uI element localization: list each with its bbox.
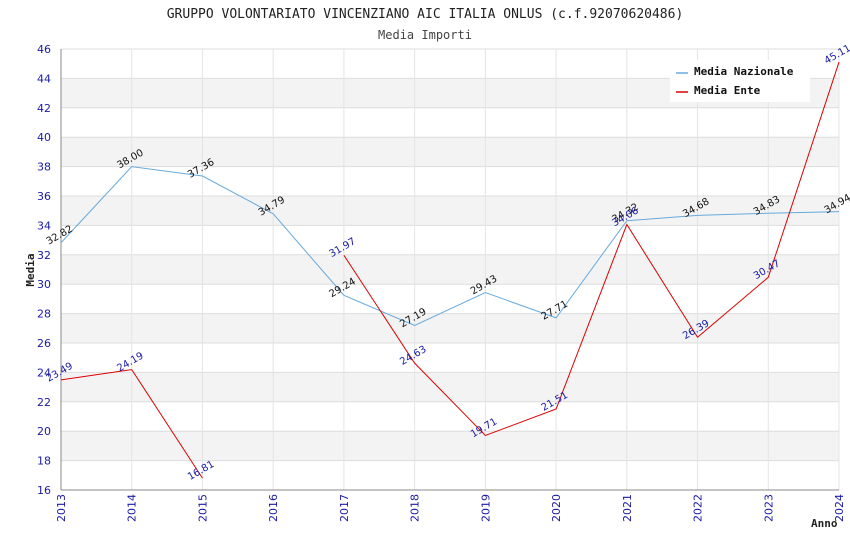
y-tick-label: 34	[37, 219, 51, 232]
series-line-media-nazionale	[60, 166, 840, 327]
plot-band	[61, 460, 839, 490]
y-tick-label: 36	[37, 190, 51, 203]
y-tick-label: 44	[37, 72, 51, 85]
x-tick-label: 2018	[409, 494, 422, 522]
legend-label-media-nazionale: Media Nazionale	[694, 65, 794, 78]
plot-band	[61, 166, 839, 196]
y-axis-label: Media	[24, 253, 37, 286]
chart-title: GRUPPO VOLONTARIATO VINCENZIANO AIC ITAL…	[167, 7, 684, 22]
plot-band	[61, 343, 839, 373]
x-tick-label: 2015	[196, 494, 209, 522]
plot-band	[61, 107, 839, 138]
series-lines	[60, 61, 840, 479]
x-tick-label: 2022	[692, 494, 705, 522]
x-tick-label: 2021	[621, 494, 634, 522]
plot-band	[61, 313, 839, 343]
y-tick-label: 24	[37, 366, 51, 379]
plot-band	[61, 431, 839, 461]
y-tick-label: 22	[37, 396, 51, 409]
legend-box	[670, 60, 810, 102]
series-line-media-ente	[343, 61, 840, 437]
x-tick-label: 2016	[267, 494, 280, 522]
y-tick-label: 38	[37, 161, 51, 174]
y-tick-label: 42	[37, 102, 51, 115]
y-tick-label: 26	[37, 337, 51, 350]
plot-band	[61, 254, 839, 285]
x-tick-label: 2014	[126, 494, 139, 522]
x-tick-label: 2020	[550, 494, 563, 522]
y-tick-label: 32	[37, 249, 51, 262]
plot-bands	[61, 49, 839, 490]
y-tick-labels: 16 18 20 22 24 26 28 30 32 34 36 38 40 42 44 46	[37, 43, 51, 497]
plot-band	[61, 372, 839, 402]
x-tick-label: 2024	[833, 494, 846, 522]
series-line-media-ente	[60, 369, 203, 479]
x-tick-label: 2013	[55, 494, 68, 522]
y-tick-label: 18	[37, 455, 51, 468]
plot-band	[61, 225, 839, 255]
y-tick-label: 40	[37, 131, 51, 144]
axes	[60, 49, 839, 491]
y-tick-label: 30	[37, 278, 51, 291]
legend: Media Nazionale Media Ente	[670, 60, 810, 102]
legend-label-media-ente: Media Ente	[694, 84, 761, 97]
y-tick-label: 28	[37, 308, 51, 321]
plot-band	[61, 137, 839, 167]
x-tick-label: 2017	[338, 494, 351, 522]
x-tick-label: 2023	[762, 494, 775, 522]
plot-band	[61, 196, 839, 226]
y-tick-label: 46	[37, 43, 51, 56]
plot-band	[61, 401, 839, 432]
y-tick-label: 20	[37, 425, 51, 438]
chart-subtitle: Media Importi	[378, 28, 472, 42]
x-axis-label: Anno	[811, 517, 838, 530]
y-tick-label: 16	[37, 484, 51, 497]
x-tick-label: 2019	[479, 494, 492, 522]
x-tick-labels: 2013 2014 2015 2016 2017 2018 2019 2020 2021 2022…	[55, 494, 846, 522]
